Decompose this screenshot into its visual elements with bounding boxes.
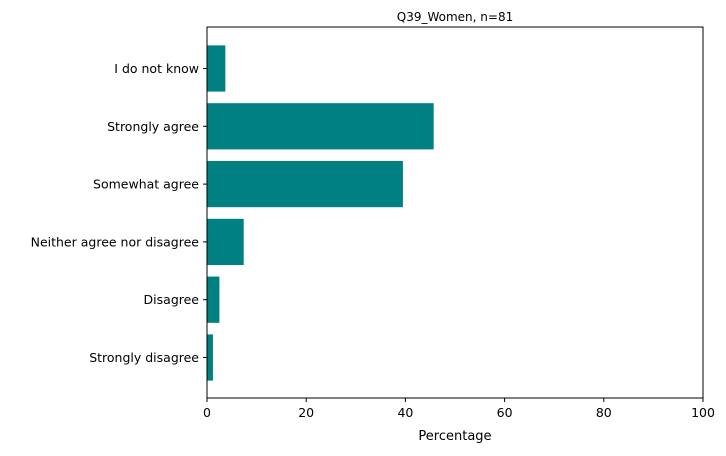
bars-layer bbox=[207, 45, 434, 381]
x-tick-label: 20 bbox=[298, 405, 314, 420]
y-tick-label: Strongly agree bbox=[107, 119, 199, 134]
y-tick-label: I do not know bbox=[114, 61, 199, 76]
bar-disagree bbox=[207, 276, 220, 323]
bar-somewhat-agree bbox=[207, 161, 403, 208]
bar-strongly-disagree bbox=[207, 334, 213, 381]
bar-i-do-not-know bbox=[207, 45, 226, 92]
x-tick-label: 80 bbox=[596, 405, 612, 420]
x-tick-label: 0 bbox=[203, 405, 211, 420]
x-tick-label: 40 bbox=[397, 405, 413, 420]
x-axis: 0 20 40 60 80 100 bbox=[203, 398, 715, 420]
y-tick-label: Disagree bbox=[144, 292, 200, 307]
bar-neither-agree-nor-disagree bbox=[207, 218, 244, 265]
x-tick-label: 60 bbox=[497, 405, 513, 420]
y-tick-label: Strongly disagree bbox=[89, 350, 199, 365]
y-tick-label: Somewhat agree bbox=[93, 177, 199, 192]
y-tick-label: Neither agree nor disagree bbox=[31, 234, 200, 249]
y-axis: Strongly disagree Disagree Neither agree n… bbox=[31, 61, 207, 365]
x-tick-label: 100 bbox=[691, 405, 715, 420]
x-axis-label: Percentage bbox=[418, 429, 491, 444]
chart-title: Q39_Women, n=81 bbox=[397, 10, 513, 24]
plot-frame bbox=[206, 26, 704, 399]
bar-strongly-agree bbox=[207, 103, 434, 150]
